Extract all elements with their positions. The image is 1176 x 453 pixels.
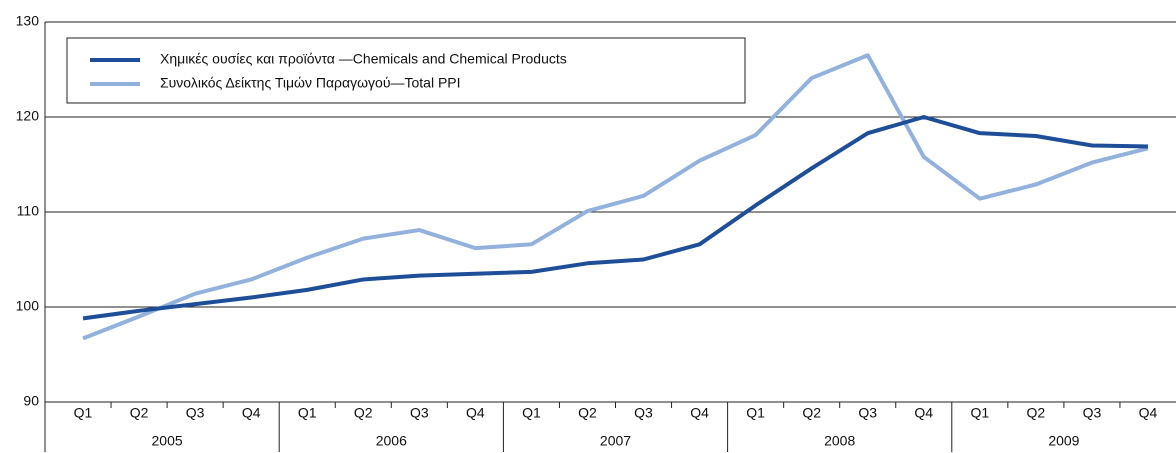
series-line [82,53,1149,341]
x-tick-label: Q4 [242,405,261,421]
year-label: 2007 [600,433,631,449]
legend-box [66,37,746,104]
year-label: 2009 [1048,433,1079,449]
x-tick-label: Q3 [634,405,653,421]
legend-label: Χημικές ουσίες και προϊόντα —Chemicals a… [160,51,567,67]
x-tick-label: Q2 [354,405,373,421]
x-tick-label: Q4 [466,405,485,421]
y-tick-label: 130 [16,13,40,29]
x-tick-label: Q4 [914,405,933,421]
x-tick-label: Q1 [74,405,93,421]
x-tick-label: Q3 [1083,405,1102,421]
x-tick-label: Q1 [970,405,989,421]
year-label: 2006 [376,433,407,449]
x-tick-label: Q1 [522,405,541,421]
series-line [82,115,1149,321]
x-tick-label: Q1 [298,405,317,421]
year-label: 2008 [824,433,855,449]
x-tick-label: Q4 [690,405,709,421]
x-tick-label: Q2 [1027,405,1046,421]
y-tick-label: 100 [16,298,40,314]
x-tick-label: Q4 [1139,405,1158,421]
x-tick-label: Q1 [746,405,765,421]
x-tick-label: Q3 [186,405,205,421]
x-tick-label: Q3 [858,405,877,421]
year-label: 2005 [152,433,183,449]
x-tick-label: Q2 [802,405,821,421]
x-tick-label: Q2 [578,405,597,421]
x-tick-label: Q2 [130,405,149,421]
x-tick-label: Q3 [410,405,429,421]
y-tick-label: 90 [23,393,39,409]
legend-label: Συνολικός Δείκτης Τιμών Παραγωγού—Total … [160,75,461,91]
y-tick-label: 110 [17,203,40,219]
y-tick-label: 120 [16,108,40,124]
